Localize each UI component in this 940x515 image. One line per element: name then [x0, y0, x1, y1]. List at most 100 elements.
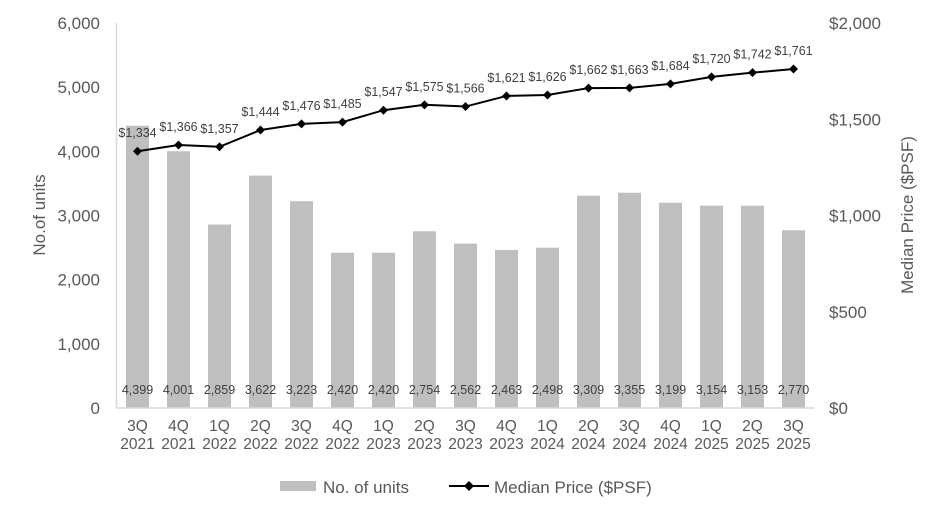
right-y-tick-label: $0: [829, 399, 848, 418]
x-category-year: 2024: [653, 436, 688, 453]
legend-bar-label: No. of units: [323, 478, 409, 497]
bar-units-13: [659, 202, 682, 408]
right-y-ticks: $0 $500 $1,000 $1,500 $2,000: [829, 14, 881, 418]
price-point-marker: [543, 90, 552, 100]
x-category-quarter: 1Q: [537, 418, 558, 435]
x-category-quarter: 4Q: [332, 418, 353, 435]
x-category-year: 2021: [161, 436, 195, 453]
bar-units-4: [290, 201, 313, 408]
x-category-quarter: 2Q: [250, 418, 271, 435]
x-category-year: 2023: [366, 436, 400, 453]
price-point-marker: [338, 117, 347, 127]
bar-data-label: 2,770: [778, 383, 809, 397]
price-point-marker: [174, 140, 183, 150]
right-y-tick-label: $1,500: [829, 110, 881, 129]
left-y-tick-label: 4,000: [57, 142, 100, 161]
bar-data-label: 4,399: [122, 383, 153, 397]
bar-data-label: 2,463: [491, 383, 522, 397]
x-category-quarter: 1Q: [373, 418, 394, 435]
left-y-tick-label: 2,000: [57, 271, 100, 290]
price-data-label: $1,575: [405, 80, 443, 94]
bar-data-label: 3,223: [286, 383, 317, 397]
x-category-year: 2022: [202, 436, 236, 453]
price-data-label: $1,742: [733, 48, 771, 62]
price-point-marker: [215, 142, 224, 152]
left-y-tick-label: 1,000: [57, 335, 100, 354]
left-y-tick-label: 3,000: [57, 207, 100, 226]
price-data-label: $1,444: [241, 105, 279, 119]
bar-data-label: 4,001: [163, 383, 194, 397]
bar-data-label: 3,199: [655, 383, 686, 397]
bar-units-14: [700, 205, 723, 408]
x-category-year: 2025: [776, 436, 810, 453]
right-y-tick-label: $2,000: [829, 14, 881, 33]
bar-data-label: 3,154: [696, 383, 727, 397]
left-y-ticks: 0 1,000 2,000 3,000 4,000 5,000 6,000: [57, 14, 100, 418]
bar-units-2: [208, 224, 231, 408]
bar-units-5: [331, 252, 354, 408]
price-point-marker: [256, 125, 265, 135]
bar-units-0: [126, 125, 149, 408]
x-category-year: 2022: [325, 436, 359, 453]
bar-data-label: 2,498: [532, 383, 563, 397]
price-point-marker: [502, 91, 511, 101]
bar-data-label: 2,859: [204, 383, 235, 397]
price-point-marker: [461, 102, 470, 112]
bar-units-1: [167, 151, 190, 408]
x-category-year: 2024: [571, 436, 606, 453]
bar-data-label: 2,754: [409, 383, 440, 397]
price-data-label: $1,626: [528, 70, 566, 84]
price-data-label: $1,566: [446, 82, 484, 96]
price-point-marker: [133, 146, 142, 156]
x-category-quarter: 4Q: [168, 418, 189, 435]
x-category-year: 2021: [120, 436, 154, 453]
price-data-label: $1,720: [692, 52, 730, 66]
bar-data-label: 3,622: [245, 383, 276, 397]
price-data-label: $1,621: [487, 71, 525, 85]
bar-data-label: 3,309: [573, 383, 604, 397]
bar-labels-layer: 4,399 4,001 2,859 3,622 3,223 2,420 2,420 2,754…: [122, 383, 809, 397]
bar-units-9: [495, 249, 518, 408]
bar-units-7: [413, 231, 436, 408]
price-data-label: $1,662: [569, 63, 607, 77]
bar-units-12: [618, 192, 641, 408]
x-category-year: 2022: [243, 436, 277, 453]
x-category-year: 2023: [489, 436, 523, 453]
bar-data-label: 2,420: [368, 383, 399, 397]
x-category-quarter: 3Q: [127, 418, 148, 435]
bar-data-label: 2,562: [450, 383, 481, 397]
left-y-tick-label: 0: [91, 399, 100, 418]
price-data-label: $1,485: [323, 97, 361, 111]
price-point-marker: [748, 68, 757, 78]
x-category-quarter: 2Q: [414, 418, 435, 435]
right-y-tick-label: $500: [829, 303, 867, 322]
bars-layer: [126, 125, 805, 408]
bar-units-8: [454, 243, 477, 408]
price-data-label: $1,476: [282, 99, 320, 113]
x-category-quarter: 4Q: [496, 418, 517, 435]
x-category-quarter: 3Q: [291, 418, 312, 435]
bar-units-11: [577, 195, 600, 408]
x-category-quarter: 4Q: [660, 418, 681, 435]
bar-units-16: [782, 230, 805, 408]
x-category-quarter: 2Q: [578, 418, 599, 435]
x-category-labels: 3Q20214Q20211Q20222Q20223Q20224Q20221Q20…: [120, 418, 810, 453]
bar-data-label: 2,420: [327, 383, 358, 397]
price-data-label: $1,684: [651, 59, 689, 73]
x-category-year: 2023: [407, 436, 441, 453]
left-y-tick-label: 6,000: [57, 14, 100, 33]
bar-units-10: [536, 247, 559, 408]
right-y-tick-label: $1,000: [829, 207, 881, 226]
line-layer: [133, 64, 798, 156]
price-labels-layer: $1,334 $1,366 $1,357$1,444 $1,476 $1,485$1,5…: [118, 44, 812, 140]
price-data-label: $1,761: [774, 44, 812, 58]
price-point-marker: [297, 119, 306, 129]
price-data-label: $1,547: [364, 85, 402, 99]
bar-data-label: 3,153: [737, 383, 768, 397]
price-point-marker: [379, 105, 388, 115]
bar-units-15: [741, 205, 764, 408]
price-data-label: $1,663: [610, 63, 648, 77]
bar-units-3: [249, 175, 272, 408]
x-category-quarter: 3Q: [783, 418, 804, 435]
